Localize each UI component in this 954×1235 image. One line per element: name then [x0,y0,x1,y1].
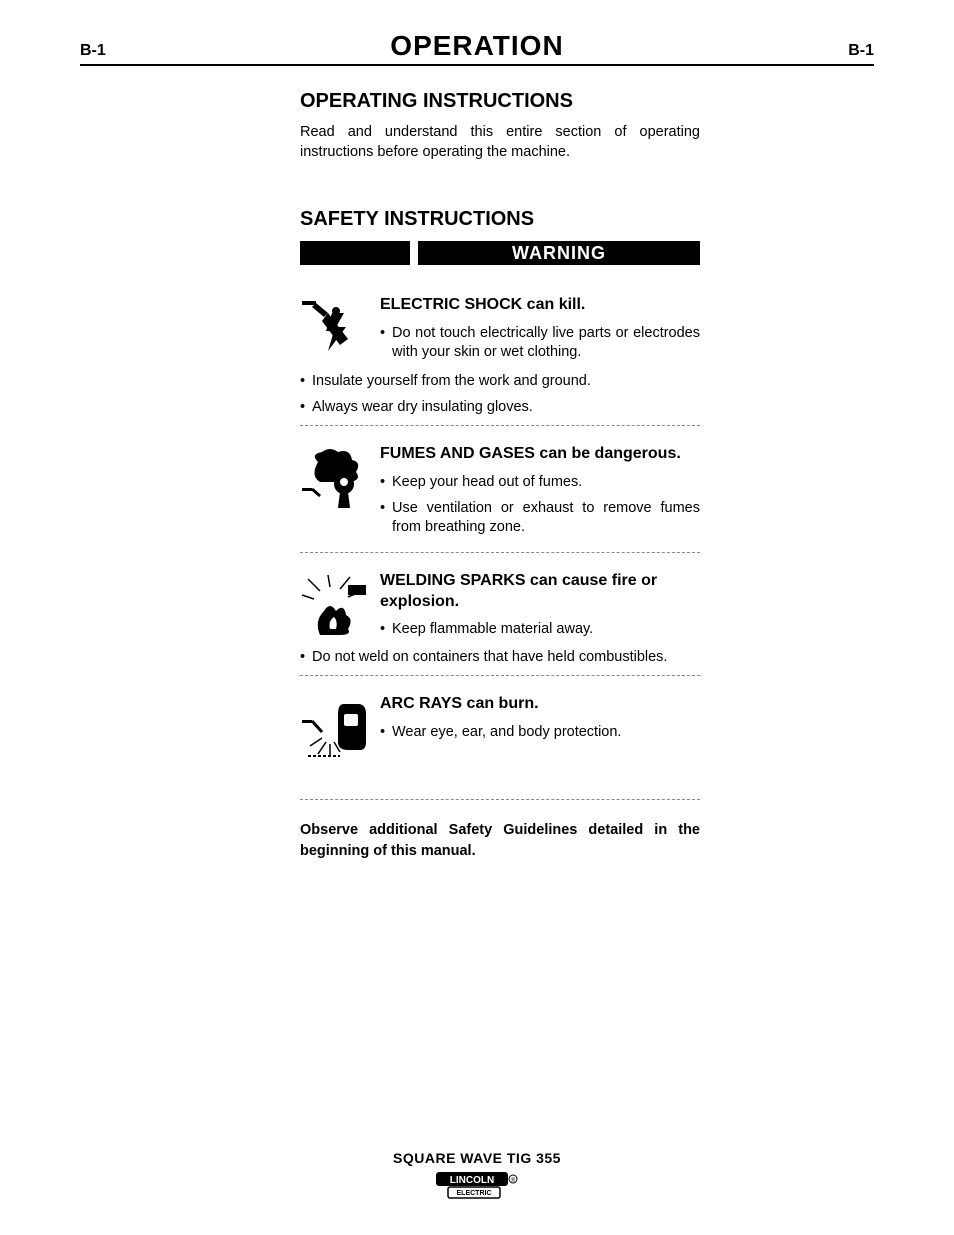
arc-rays-icon [300,694,380,771]
electric-shock-icon [300,295,380,372]
operating-intro: Read and understand this entire section … [300,123,700,162]
hazard-heading: WELDING SPARKS can cause fire or explosi… [380,571,700,613]
bullet-text: Wear eye, ear, and body protection. [392,723,700,743]
hazard-heading: ELECTRIC SHOCK can kill. [380,295,700,316]
hazard-bullet: • Do not weld on containers that have he… [300,648,700,668]
hazard-bullet: • Insulate yourself from the work and gr… [300,372,700,392]
bullet-text: Always wear dry insulating gloves. [312,398,700,418]
footer-product: SQUARE WAVE TIG 355 [0,1150,954,1166]
bullet-marker: • [300,372,312,392]
bullet-text: Do not touch electrically live parts or … [392,324,700,363]
svg-text:®: ® [511,1177,516,1184]
bullet-text: Insulate yourself from the work and grou… [312,372,700,392]
hazard-row: FUMES AND GASES can be dangerous. • Keep… [300,444,700,543]
operating-title: OPERATING INSTRUCTIONS [300,90,700,113]
page-header: B-1 OPERATION B-1 [80,30,874,66]
bullet-marker: • [380,324,392,363]
hazard-bullet: • Keep your head out of fumes. [380,473,700,493]
safety-title: SAFETY INSTRUCTIONS [300,208,700,231]
hazard-bullet: • Keep flammable material away. [380,620,700,640]
hazard-row: ARC RAYS can burn. • Wear eye, ear, and … [300,694,700,771]
hazard-bullet: • Wear eye, ear, and body protection. [380,723,700,743]
hazard-text: WELDING SPARKS can cause fire or explosi… [380,571,700,646]
hazard-electric-shock: ELECTRIC SHOCK can kill. • Do not touch … [300,295,700,426]
hazard-text: ELECTRIC SHOCK can kill. • Do not touch … [380,295,700,369]
hazard-bullet: • Do not touch electrically live parts o… [380,324,700,363]
fumes-icon [300,444,380,521]
content-column: OPERATING INSTRUCTIONS Read and understa… [300,90,700,861]
hazard-row: ELECTRIC SHOCK can kill. • Do not touch … [300,295,700,372]
hazard-bullet: • Always wear dry insulating gloves. [300,398,700,418]
header-right-page: B-1 [848,42,874,60]
observe-note: Observe additional Safety Guidelines det… [300,820,700,861]
hazard-arc-rays: ARC RAYS can burn. • Wear eye, ear, and … [300,694,700,800]
hazard-separator [300,799,700,800]
header-left-page: B-1 [80,42,106,60]
warning-left-bar [300,241,410,265]
bullet-marker: • [300,398,312,418]
bullet-marker: • [380,723,392,743]
hazard-bullet: • Use ventilation or exhaust to remove f… [380,499,700,538]
hazard-fumes: FUMES AND GASES can be dangerous. • Keep… [300,444,700,552]
bullet-text: Use ventilation or exhaust to remove fum… [392,499,700,538]
hazard-row: WELDING SPARKS can cause fire or explosi… [300,571,700,648]
bullet-text: Keep flammable material away. [392,620,700,640]
bullet-text: Do not weld on containers that have held… [312,648,700,668]
page-footer: SQUARE WAVE TIG 355 LINCOLN ® ELECTRIC [0,1150,954,1205]
bullet-marker: • [380,473,392,493]
bullet-marker: • [380,620,392,640]
sparks-icon [300,571,380,648]
hazard-sparks: WELDING SPARKS can cause fire or explosi… [300,571,700,677]
header-title: OPERATION [390,30,563,62]
warning-banner: WARNING [300,241,700,265]
bullet-marker: • [300,648,312,668]
logo-brand-top: LINCOLN [450,1175,494,1186]
hazard-heading: ARC RAYS can burn. [380,694,700,715]
bullet-marker: • [380,499,392,538]
hazard-text: FUMES AND GASES can be dangerous. • Keep… [380,444,700,543]
hazard-separator [300,425,700,426]
lincoln-electric-logo: LINCOLN ® ELECTRIC [434,1170,520,1205]
hazard-text: ARC RAYS can burn. • Wear eye, ear, and … [380,694,700,748]
hazard-heading: FUMES AND GASES can be dangerous. [380,444,700,465]
warning-label: WARNING [418,241,700,265]
hazard-separator [300,552,700,553]
logo-brand-bottom: ELECTRIC [457,1190,492,1197]
hazard-separator [300,675,700,676]
bullet-text: Keep your head out of fumes. [392,473,700,493]
